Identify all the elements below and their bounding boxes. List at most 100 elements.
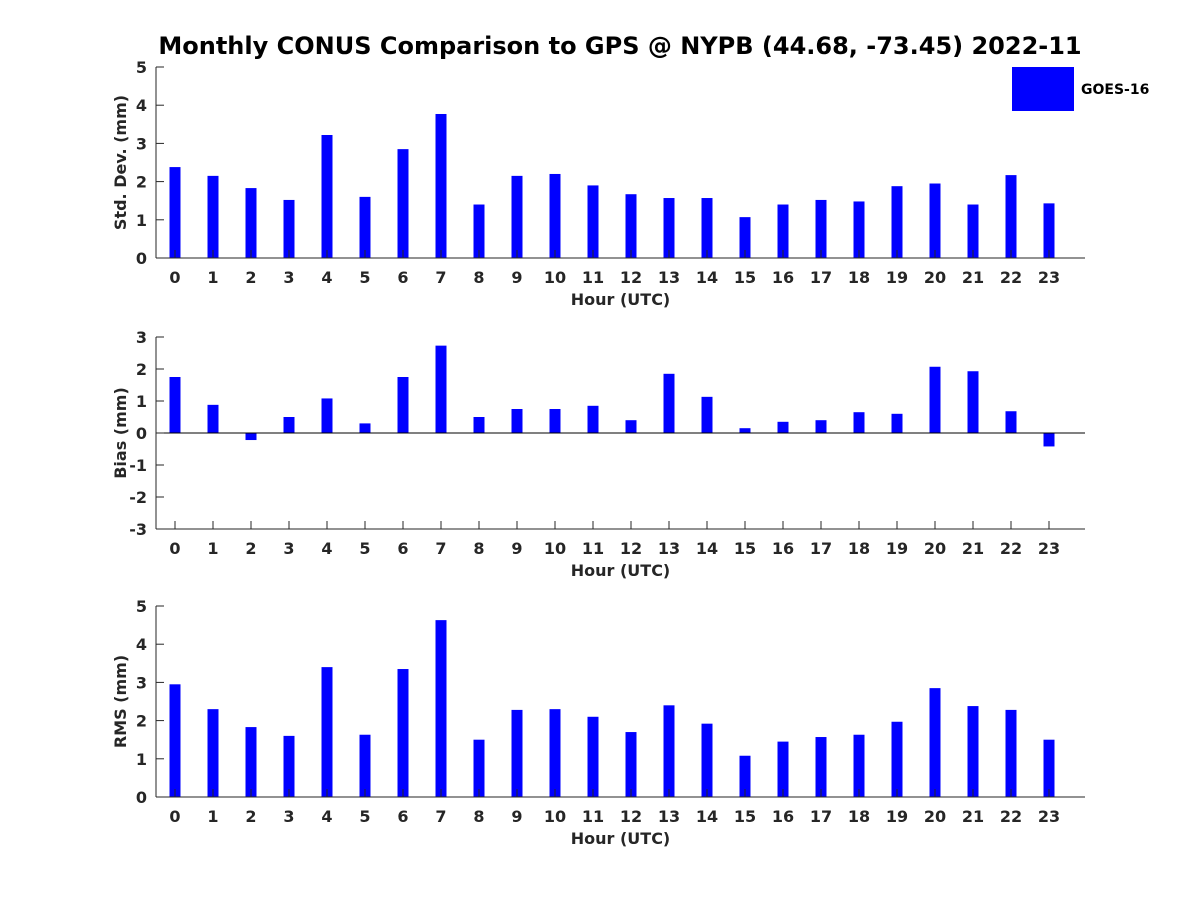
x-tick-label: 22 (1000, 268, 1022, 287)
x-tick-label: 2 (245, 807, 256, 826)
bar-rms-23 (1043, 739, 1055, 797)
bar-rms-12 (625, 732, 637, 797)
x-tick-label: 22 (1000, 807, 1022, 826)
bar-stddev-20 (929, 183, 941, 258)
x-tick-label: 15 (734, 807, 756, 826)
y-tick-label: 4 (136, 635, 147, 654)
x-tick-label: 13 (658, 539, 680, 558)
x-tick-label: 16 (772, 539, 794, 558)
bar-rms-18 (853, 734, 865, 797)
bar-bias-23 (1043, 433, 1055, 447)
bar-stddev-1 (207, 175, 219, 258)
bar-stddev-13 (663, 198, 675, 258)
x-tick-label: 19 (886, 539, 908, 558)
x-tick-label: 5 (359, 807, 370, 826)
legend-label: GOES-16 (1081, 82, 1149, 98)
x-tick-label: 3 (283, 539, 294, 558)
bar-rms-4 (321, 667, 333, 797)
x-tick-label: 4 (321, 539, 332, 558)
bar-stddev-5 (359, 196, 371, 258)
bar-stddev-15 (739, 217, 751, 258)
x-tick-label: 8 (473, 539, 484, 558)
x-tick-label: 11 (582, 539, 604, 558)
bar-rms-13 (663, 705, 675, 797)
bar-rms-8 (473, 739, 485, 797)
x-tick-label: 19 (886, 268, 908, 287)
x-tick-label: 2 (245, 539, 256, 558)
bar-stddev-22 (1005, 175, 1017, 258)
bar-rms-7 (435, 620, 447, 797)
x-tick-label: 1 (207, 807, 218, 826)
bar-bias-2 (245, 433, 257, 441)
bar-stddev-23 (1043, 203, 1055, 258)
bar-stddev-16 (777, 204, 789, 258)
x-tick-label: 11 (582, 807, 604, 826)
bar-rms-14 (701, 723, 713, 797)
x-axis-label: Hour (UTC) (571, 561, 671, 580)
x-tick-label: 17 (810, 807, 832, 826)
bar-rms-2 (245, 727, 257, 797)
x-tick-label: 18 (848, 268, 870, 287)
y-tick-label: 3 (136, 673, 147, 692)
x-tick-label: 0 (169, 807, 180, 826)
bar-stddev-11 (587, 185, 599, 258)
x-tick-label: 1 (207, 268, 218, 287)
x-tick-label: 18 (848, 539, 870, 558)
x-axis-label: Hour (UTC) (571, 829, 671, 848)
bar-stddev-6 (397, 149, 409, 258)
bar-stddev-4 (321, 135, 333, 258)
x-tick-label: 23 (1038, 268, 1060, 287)
y-tick-label: 1 (136, 750, 147, 769)
bar-rms-22 (1005, 709, 1017, 797)
bar-bias-15 (739, 428, 751, 433)
bar-rms-19 (891, 721, 903, 797)
y-tick-label: 3 (136, 134, 147, 153)
bar-stddev-0 (169, 167, 181, 258)
x-tick-label: 4 (321, 268, 332, 287)
bar-bias-1 (207, 404, 219, 433)
bar-bias-22 (1005, 411, 1017, 433)
bar-rms-16 (777, 741, 789, 797)
x-tick-label: 20 (924, 539, 946, 558)
x-tick-label: 12 (620, 539, 642, 558)
x-tick-label: 23 (1038, 539, 1060, 558)
x-tick-label: 13 (658, 807, 680, 826)
bar-stddev-19 (891, 186, 903, 258)
bar-bias-21 (967, 371, 979, 433)
y-tick-label: -2 (129, 488, 147, 507)
bar-stddev-14 (701, 198, 713, 258)
y-tick-label: 1 (136, 392, 147, 411)
bar-bias-4 (321, 398, 333, 433)
y-tick-label: 3 (136, 328, 147, 347)
x-tick-label: 7 (435, 807, 446, 826)
bar-bias-6 (397, 377, 409, 433)
bar-bias-17 (815, 420, 827, 433)
bar-bias-20 (929, 366, 941, 433)
bar-stddev-9 (511, 175, 523, 258)
y-tick-label: 0 (136, 788, 147, 807)
y-tick-label: 5 (136, 58, 147, 77)
bar-stddev-21 (967, 204, 979, 258)
bar-bias-8 (473, 417, 485, 433)
y-tick-label: -1 (129, 456, 147, 475)
y-axis-label: Bias (mm) (111, 387, 130, 479)
y-tick-label: 0 (136, 249, 147, 268)
bar-bias-14 (701, 396, 713, 433)
bar-rms-3 (283, 735, 295, 797)
x-tick-label: 7 (435, 539, 446, 558)
y-axis-label: RMS (mm) (111, 655, 130, 748)
x-tick-label: 13 (658, 268, 680, 287)
bar-rms-10 (549, 709, 561, 797)
x-tick-label: 20 (924, 807, 946, 826)
x-tick-label: 19 (886, 807, 908, 826)
bar-rms-6 (397, 669, 409, 797)
y-tick-label: 0 (136, 424, 147, 443)
x-tick-label: 2 (245, 268, 256, 287)
x-tick-label: 5 (359, 539, 370, 558)
x-tick-label: 17 (810, 539, 832, 558)
bar-rms-5 (359, 734, 371, 797)
bar-bias-12 (625, 420, 637, 433)
x-tick-label: 8 (473, 268, 484, 287)
bar-stddev-10 (549, 173, 561, 258)
